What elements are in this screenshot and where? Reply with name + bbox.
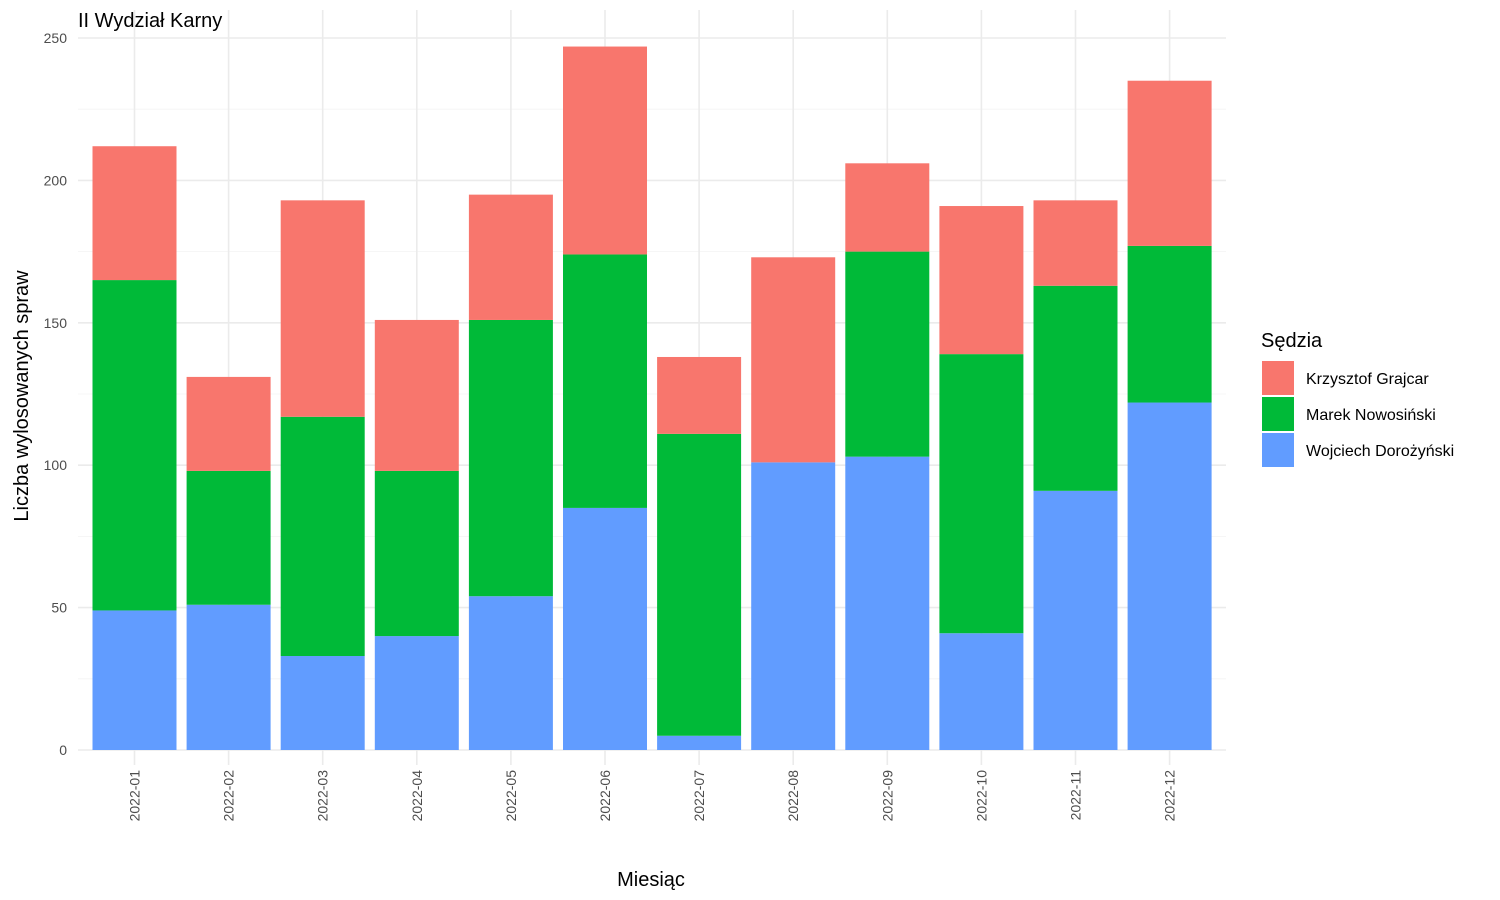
bar-segment bbox=[1127, 402, 1212, 750]
bar-segment bbox=[845, 251, 930, 457]
x-tick-label: 2022-11 bbox=[1068, 770, 1084, 821]
bar-segment bbox=[1033, 285, 1118, 491]
bar-segment bbox=[374, 470, 459, 637]
bar-segment bbox=[186, 470, 271, 605]
bar-segment bbox=[468, 194, 553, 320]
bar-segment bbox=[280, 416, 365, 657]
bar-segment bbox=[563, 46, 647, 255]
x-tick-label: 2022-08 bbox=[785, 770, 801, 822]
legend-items: Krzysztof Grajcar Marek Nowosiński Wojciec… bbox=[1262, 361, 1454, 467]
legend-label: Wojciech Dorożyński bbox=[1306, 443, 1454, 460]
x-tick-label: 2022-02 bbox=[221, 770, 237, 822]
bar-segment bbox=[468, 319, 553, 597]
bar-segment bbox=[280, 656, 365, 750]
y-axis-ticks: 0 50 100 150 200 250 bbox=[44, 30, 68, 758]
legend-label: Marek Nowosiński bbox=[1306, 407, 1436, 424]
bar-segment bbox=[657, 433, 742, 736]
y-tick-label: 250 bbox=[44, 30, 68, 46]
y-tick-label: 0 bbox=[59, 742, 67, 758]
x-tick-label: 2022-03 bbox=[315, 770, 331, 822]
legend-label: Krzysztof Grajcar bbox=[1306, 371, 1429, 388]
x-tick-label: 2022-01 bbox=[127, 770, 143, 822]
bar-segment bbox=[751, 257, 836, 463]
legend-swatch bbox=[1262, 361, 1294, 395]
x-tick-label: 2022-06 bbox=[597, 770, 613, 822]
x-axis-ticks: 2022-01 2022-02 2022-03 2022-04 2022-05 2022-… bbox=[127, 770, 1178, 822]
bar-segment bbox=[939, 206, 1024, 355]
bar-segment bbox=[1033, 490, 1118, 750]
y-axis-title: Liczba wylosowanych spraw bbox=[11, 270, 33, 522]
x-tick-label: 2022-04 bbox=[409, 770, 425, 822]
y-tick-label: 50 bbox=[51, 600, 67, 616]
bar-segment bbox=[186, 604, 271, 750]
bar-segment bbox=[186, 376, 271, 471]
bar-segment bbox=[92, 280, 177, 611]
bar-segment bbox=[657, 735, 742, 750]
bar-segment bbox=[1033, 200, 1118, 286]
bar-segment bbox=[845, 456, 930, 750]
bar-segment bbox=[657, 356, 742, 434]
x-tick-label: 2022-12 bbox=[1162, 770, 1178, 822]
bar-segment bbox=[92, 146, 177, 281]
y-tick-label: 100 bbox=[44, 457, 68, 473]
x-axis-title: Miesiąc bbox=[617, 869, 685, 891]
bar-segment bbox=[751, 462, 836, 750]
legend: Sędzia Krzysztof Grajcar Marek Nowosiński… bbox=[1261, 330, 1454, 467]
bar-segment bbox=[845, 163, 930, 252]
bar-segment bbox=[374, 319, 459, 471]
x-tick-label: 2022-10 bbox=[973, 770, 989, 822]
bar-segment bbox=[1127, 80, 1212, 246]
bar-segment bbox=[280, 200, 365, 417]
x-tick-label: 2022-07 bbox=[691, 770, 707, 822]
bar-segment bbox=[939, 633, 1024, 750]
bars bbox=[92, 46, 1212, 750]
y-tick-label: 200 bbox=[44, 172, 68, 188]
bar-segment bbox=[92, 610, 177, 750]
bar-segment bbox=[563, 254, 647, 508]
bar-segment bbox=[563, 507, 647, 750]
bar-segment bbox=[468, 596, 553, 750]
bar-segment bbox=[939, 354, 1024, 634]
chart-title: II Wydział Karny bbox=[78, 10, 222, 32]
legend-title: Sędzia bbox=[1261, 330, 1323, 352]
legend-swatch bbox=[1262, 433, 1294, 467]
bar-segment bbox=[1127, 245, 1212, 403]
x-tick-label: 2022-05 bbox=[503, 770, 519, 822]
y-tick-label: 150 bbox=[44, 315, 68, 331]
x-tick-label: 2022-09 bbox=[879, 770, 895, 822]
legend-swatch bbox=[1262, 397, 1294, 431]
bar-segment bbox=[374, 636, 459, 750]
